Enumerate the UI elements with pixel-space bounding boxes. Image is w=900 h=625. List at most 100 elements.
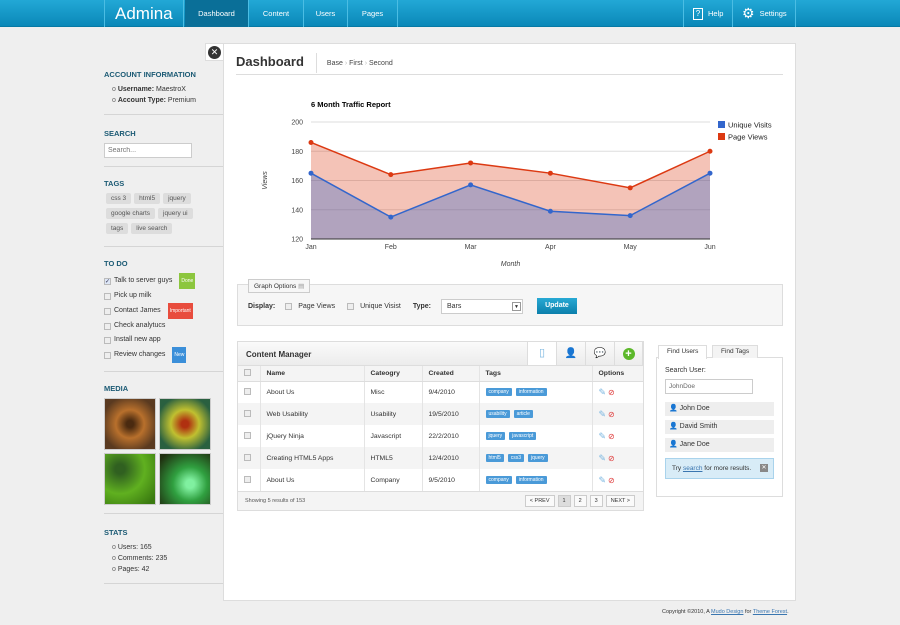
todo-checkbox[interactable] <box>104 351 111 359</box>
user-result[interactable]: 👤 Jane Doe <box>665 438 774 452</box>
page-3-button[interactable]: 3 <box>589 495 603 507</box>
column-header[interactable]: Cateogry <box>364 366 423 382</box>
column-header[interactable]: Tags <box>479 366 593 382</box>
mudo-design-link[interactable]: Mudo Design <box>711 609 744 615</box>
tab-find-tags[interactable]: Find Tags <box>712 345 759 358</box>
graph-options-legend[interactable]: Graph Options ▤ <box>248 279 311 293</box>
row-checkbox[interactable] <box>244 475 251 483</box>
settings-button[interactable]: ⚙ Settings <box>732 0 796 27</box>
help-button[interactable]: ? Help <box>683 0 732 27</box>
nav-users[interactable]: Users <box>304 0 348 27</box>
row-tag[interactable]: company <box>485 388 512 397</box>
todo-item[interactable]: Install new app <box>104 333 223 347</box>
row-checkbox[interactable] <box>244 453 251 461</box>
close-sidebar-button[interactable]: ✕ <box>205 43 223 61</box>
todo-label: Install new app <box>114 336 161 343</box>
edit-icon[interactable]: ✎ <box>598 408 607 419</box>
nav-content[interactable]: Content <box>249 0 304 27</box>
table-row[interactable]: jQuery Ninja Javascript 22/2/2010 jquery jav… <box>238 425 643 447</box>
row-tag[interactable]: jquery <box>485 432 506 440</box>
search-user-input[interactable] <box>665 379 753 394</box>
data-point <box>308 139 314 145</box>
unique-visits-checkbox[interactable] <box>347 302 355 310</box>
tag[interactable]: html5 <box>134 193 161 204</box>
user-result[interactable]: 👤 John Doe <box>665 402 774 416</box>
media-thumbnail[interactable] <box>159 453 211 505</box>
media-thumbnail[interactable] <box>159 398 211 450</box>
page-views-checkbox[interactable] <box>285 302 293 310</box>
tag[interactable]: tags <box>106 223 129 234</box>
row-checkbox[interactable] <box>244 409 251 417</box>
page-2-button[interactable]: 2 <box>573 495 587 507</box>
users-tab[interactable]: 👤 <box>556 342 585 365</box>
row-tag[interactable]: company <box>485 476 512 484</box>
search-link[interactable]: search <box>682 465 703 472</box>
nav-dashboard[interactable]: Dashboard <box>185 0 249 27</box>
pages-tab[interactable]: ▯ <box>527 342 556 365</box>
prev-page-button[interactable]: < PREV <box>524 495 555 507</box>
edit-icon[interactable]: ✎ <box>598 430 607 441</box>
column-header[interactable]: Options <box>592 366 643 382</box>
table-row[interactable]: About Us Misc 9/4/2010 company information ✎ ⊘ <box>238 381 643 403</box>
todo-item[interactable]: Check analytucs <box>104 319 223 333</box>
todo-item[interactable]: Contact James Important <box>104 303 223 319</box>
search-input[interactable] <box>104 143 192 158</box>
edit-icon[interactable]: ✎ <box>598 452 607 463</box>
tag[interactable]: css 3 <box>106 193 132 204</box>
todo-checkbox[interactable] <box>104 322 111 330</box>
breadcrumb-item[interactable]: Base <box>326 59 343 67</box>
tag[interactable]: jquery <box>163 193 191 204</box>
tab-find-users[interactable]: Find Users <box>658 345 708 359</box>
tag[interactable]: jquery ui <box>158 208 193 219</box>
type-select[interactable]: Bars ▼ <box>440 298 523 314</box>
todo-checkbox[interactable] <box>104 292 111 300</box>
delete-icon[interactable]: ⊘ <box>608 431 615 441</box>
media-thumbnail[interactable] <box>104 398 156 450</box>
row-tag[interactable]: html5 <box>485 454 504 462</box>
media-thumbnail[interactable] <box>104 453 156 505</box>
table-row[interactable]: Creating HTML5 Apps HTML5 12/4/2010 html5 cs… <box>238 447 643 469</box>
delete-icon[interactable]: ⊘ <box>608 409 615 419</box>
theme-forest-link[interactable]: Theme Forest <box>752 609 788 615</box>
breadcrumb-item[interactable]: First <box>349 59 363 67</box>
row-tag[interactable]: article <box>513 410 533 418</box>
tag[interactable]: google charts <box>106 208 156 219</box>
tag[interactable]: live search <box>131 223 173 234</box>
todo-item[interactable]: Pick up milk <box>104 289 223 303</box>
user-icon: 👤 <box>669 441 678 448</box>
todo-item[interactable]: Review changes New <box>104 347 223 363</box>
page-1-button[interactable]: 1 <box>557 495 571 507</box>
row-checkbox[interactable] <box>244 431 251 439</box>
row-tag[interactable]: jquery <box>528 454 548 462</box>
row-tag[interactable]: information <box>515 388 547 397</box>
delete-icon[interactable]: ⊘ <box>608 475 615 485</box>
delete-icon[interactable]: ⊘ <box>608 453 615 463</box>
column-header[interactable]: Created <box>422 366 480 382</box>
nav-pages[interactable]: Pages <box>348 0 398 27</box>
table-row[interactable]: About Us Company 9/5/2010 company informatio… <box>238 469 643 491</box>
logo[interactable]: Admina <box>104 0 184 27</box>
user-result[interactable]: 👤 David Smith <box>665 420 774 434</box>
edit-icon[interactable]: ✎ <box>598 386 607 397</box>
update-button[interactable]: Update <box>536 298 577 314</box>
todo-checkbox[interactable] <box>104 307 111 315</box>
edit-icon[interactable]: ✎ <box>598 474 607 485</box>
delete-icon[interactable]: ⊘ <box>608 387 615 397</box>
next-page-button[interactable]: NEXT > <box>605 495 635 507</box>
breadcrumb-item[interactable]: Second <box>368 59 393 67</box>
comments-tab[interactable]: 💬 <box>585 342 614 365</box>
add-tab[interactable]: + <box>614 342 643 365</box>
table-row[interactable]: Web Usability Usability 19/5/2010 usability… <box>238 403 643 425</box>
todo-checkbox[interactable] <box>104 336 111 344</box>
row-checkbox[interactable] <box>244 387 251 395</box>
row-tag[interactable]: javascript <box>509 432 537 440</box>
column-header[interactable]: Name <box>260 366 365 382</box>
select-all-checkbox[interactable] <box>244 368 251 376</box>
row-created: 19/5/2010 <box>422 403 480 425</box>
todo-checkbox[interactable]: ✓ <box>104 277 111 285</box>
row-tag[interactable]: css3 <box>507 454 525 462</box>
close-hint-icon[interactable]: ✕ <box>760 464 768 472</box>
row-tag[interactable]: information <box>515 476 547 484</box>
row-tag[interactable]: usability <box>485 410 510 418</box>
todo-item[interactable]: ✓ Talk to server guys Done <box>104 273 223 289</box>
